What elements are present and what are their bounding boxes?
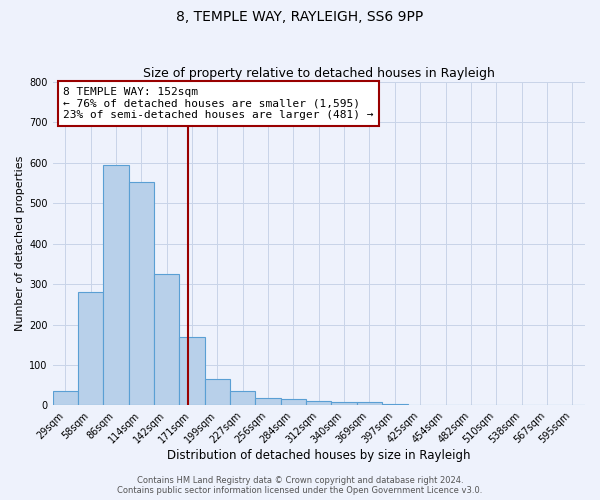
Bar — [230, 390, 256, 406]
Bar — [281, 398, 306, 406]
Bar — [179, 336, 205, 406]
Bar — [256, 398, 281, 406]
Text: Contains HM Land Registry data © Crown copyright and database right 2024.
Contai: Contains HM Land Registry data © Crown c… — [118, 476, 482, 495]
Text: 8, TEMPLE WAY, RAYLEIGH, SS6 9PP: 8, TEMPLE WAY, RAYLEIGH, SS6 9PP — [176, 10, 424, 24]
Bar — [53, 390, 78, 406]
Bar — [357, 402, 382, 406]
Bar — [306, 402, 331, 406]
X-axis label: Distribution of detached houses by size in Rayleigh: Distribution of detached houses by size … — [167, 450, 470, 462]
Bar — [103, 165, 128, 406]
Bar — [205, 379, 230, 406]
Bar — [382, 404, 407, 406]
Text: 8 TEMPLE WAY: 152sqm
← 76% of detached houses are smaller (1,595)
23% of semi-de: 8 TEMPLE WAY: 152sqm ← 76% of detached h… — [63, 87, 374, 120]
Y-axis label: Number of detached properties: Number of detached properties — [15, 156, 25, 332]
Bar — [433, 404, 458, 406]
Bar — [78, 292, 103, 406]
Bar — [407, 404, 433, 406]
Bar — [128, 182, 154, 406]
Bar — [331, 402, 357, 406]
Bar — [154, 274, 179, 406]
Title: Size of property relative to detached houses in Rayleigh: Size of property relative to detached ho… — [143, 66, 495, 80]
